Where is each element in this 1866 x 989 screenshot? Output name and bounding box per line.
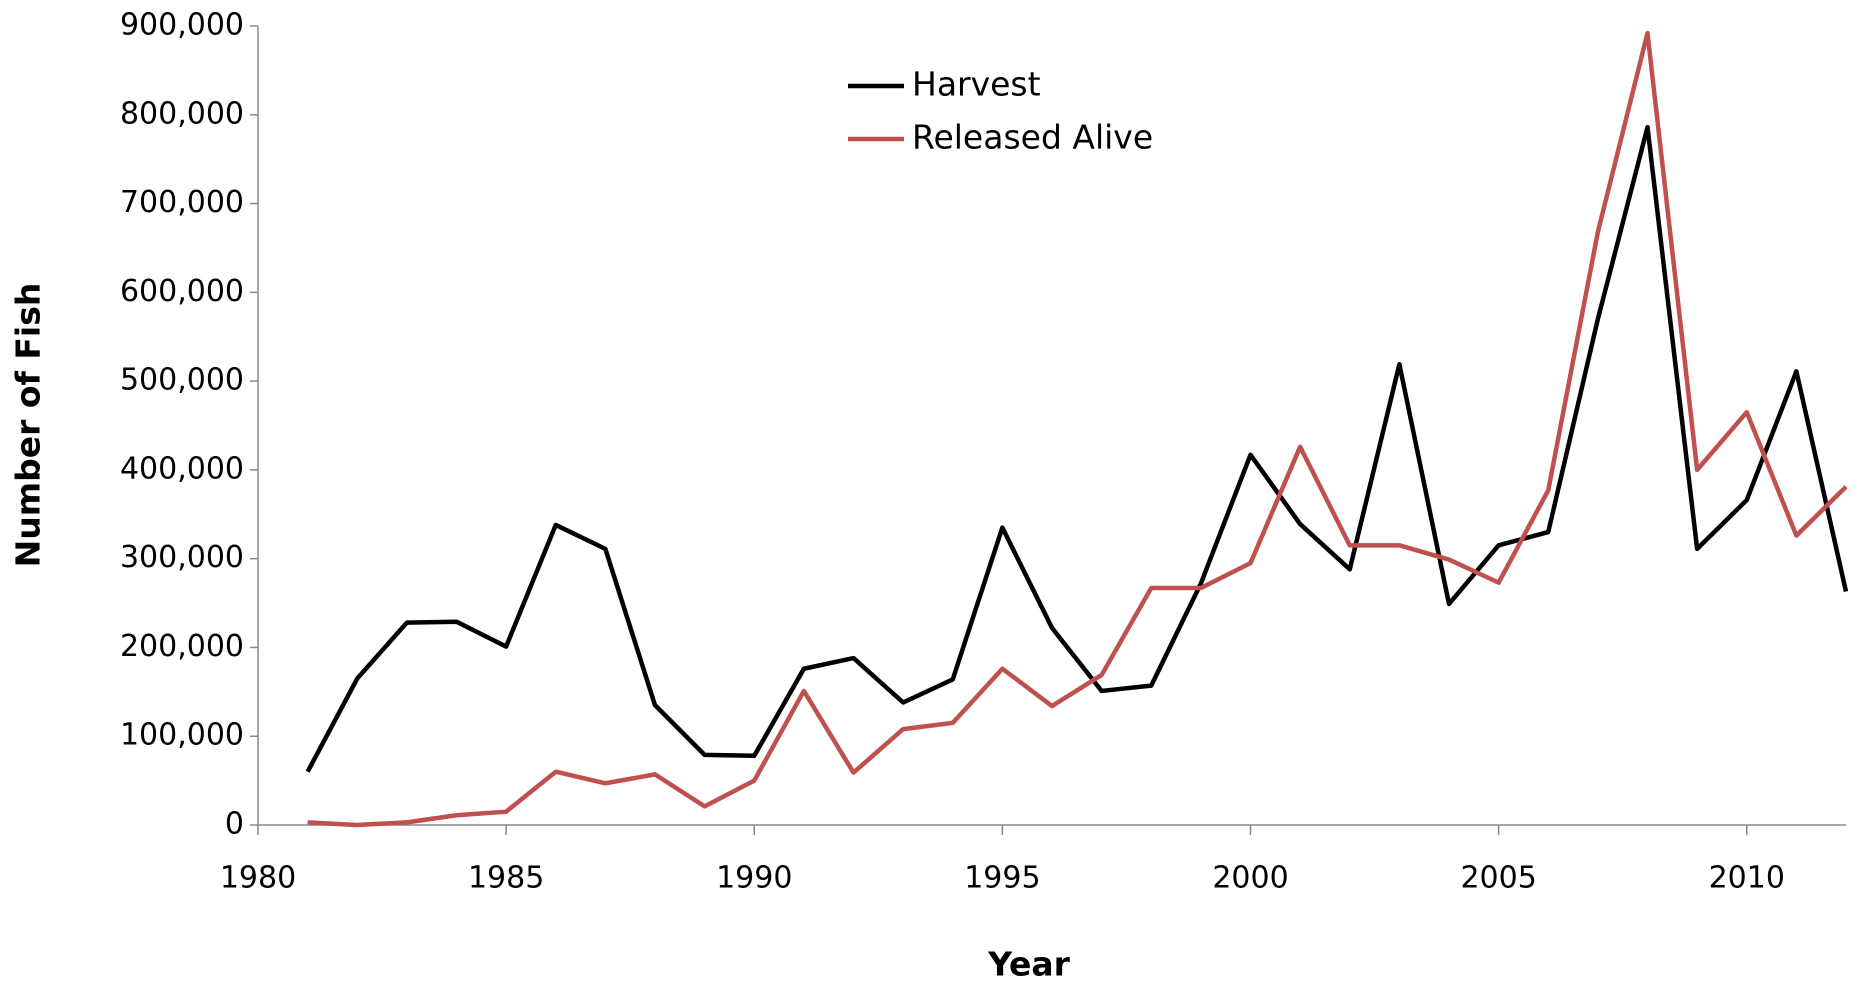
y-tick-label: 100,000: [120, 718, 244, 753]
x-tick-label: 2005: [1460, 861, 1536, 896]
series-line: [307, 30, 1848, 828]
x-tick-label: 1995: [964, 861, 1040, 896]
x-tick-label: 2010: [1709, 861, 1785, 896]
x-tick-label: 2000: [1212, 861, 1288, 896]
series-line: [305, 124, 1849, 773]
x-tick-label: 1980: [220, 861, 296, 896]
x-axis-title: Year: [987, 945, 1071, 984]
y-tick-label: 500,000: [120, 363, 244, 398]
y-tick-label: 900,000: [120, 8, 244, 43]
legend-text: Released Alive: [912, 118, 1153, 157]
y-tick-label: 800,000: [120, 96, 244, 131]
y-tick-label: 700,000: [120, 185, 244, 220]
y-tick-label: 0: [225, 807, 244, 842]
x-tick-label: 1985: [468, 861, 544, 896]
y-tick-label: 200,000: [120, 629, 244, 664]
y-tick-label: 600,000: [120, 274, 244, 309]
x-tick-label: 1990: [716, 861, 792, 896]
y-axis-title: Number of Fish: [9, 283, 48, 568]
legend-text: Harvest: [912, 65, 1041, 104]
y-tick-label: 300,000: [120, 540, 244, 575]
y-tick-label: 400,000: [120, 451, 244, 486]
